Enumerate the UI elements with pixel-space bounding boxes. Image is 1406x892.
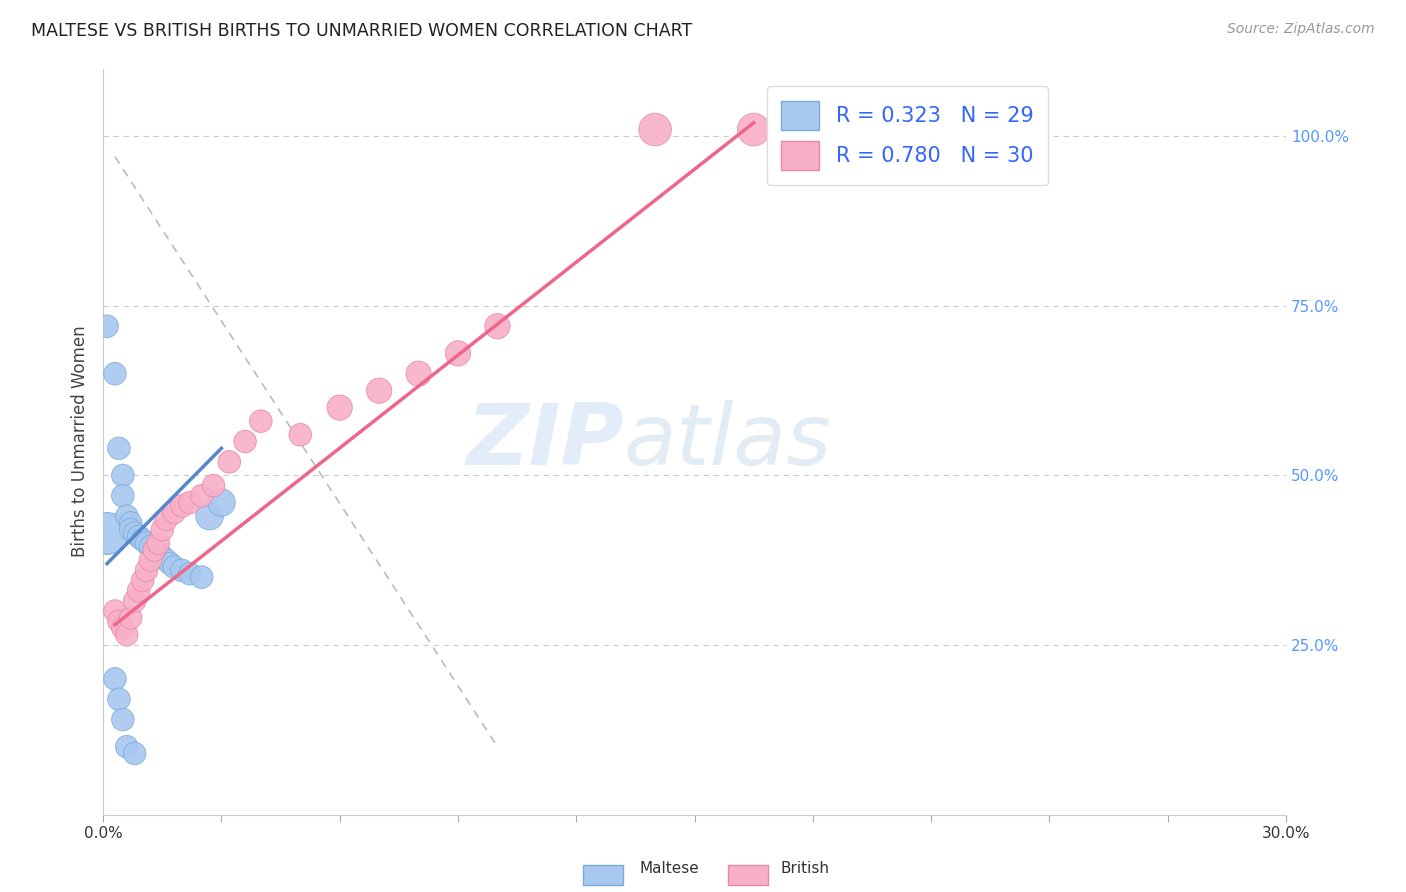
Point	[148, 546, 170, 560]
Point	[135, 536, 157, 550]
Point	[115, 739, 138, 754]
Point	[179, 566, 201, 581]
Point	[120, 523, 142, 537]
Legend: R = 0.323   N = 29, R = 0.780   N = 30: R = 0.323 N = 29, R = 0.780 N = 30	[766, 87, 1047, 185]
Point	[163, 506, 186, 520]
Point	[155, 553, 177, 567]
Point	[139, 540, 162, 554]
Point	[108, 692, 131, 706]
Point	[742, 122, 765, 136]
Point	[250, 414, 273, 428]
Text: Maltese: Maltese	[640, 861, 699, 876]
Point	[290, 427, 312, 442]
Point	[111, 468, 134, 483]
Point	[111, 713, 134, 727]
Point	[96, 319, 118, 334]
Point	[128, 583, 150, 598]
Point	[170, 499, 193, 513]
Point	[120, 516, 142, 530]
Point	[104, 672, 127, 686]
Text: Source: ZipAtlas.com: Source: ZipAtlas.com	[1227, 22, 1375, 37]
Point	[233, 434, 256, 449]
Point	[150, 523, 173, 537]
Point	[163, 560, 186, 574]
Point	[218, 455, 240, 469]
Text: MALTESE VS BRITISH BIRTHS TO UNMARRIED WOMEN CORRELATION CHART: MALTESE VS BRITISH BIRTHS TO UNMARRIED W…	[31, 22, 692, 40]
Point	[202, 478, 225, 492]
Point	[143, 543, 166, 558]
Y-axis label: Births to Unmarried Women: Births to Unmarried Women	[72, 326, 89, 558]
Point	[408, 367, 430, 381]
Point	[111, 621, 134, 635]
Point	[120, 611, 142, 625]
Point	[104, 604, 127, 618]
Point	[111, 489, 134, 503]
Point	[124, 594, 146, 608]
Point	[143, 543, 166, 558]
Point	[96, 526, 118, 541]
Point	[159, 557, 181, 571]
Point	[131, 533, 153, 547]
Point	[644, 122, 666, 136]
Point	[115, 509, 138, 524]
Text: British: British	[780, 861, 830, 876]
Point	[190, 489, 212, 503]
Point	[124, 526, 146, 541]
Point	[124, 747, 146, 761]
Point	[131, 574, 153, 588]
Point	[135, 563, 157, 577]
Point	[155, 512, 177, 526]
Point	[368, 384, 391, 398]
Point	[128, 529, 150, 543]
Point	[190, 570, 212, 584]
Point	[329, 401, 352, 415]
Point	[139, 553, 162, 567]
Point	[179, 495, 201, 509]
Point	[198, 509, 221, 524]
Text: atlas: atlas	[624, 400, 831, 483]
Point	[486, 319, 509, 334]
Point	[108, 442, 131, 456]
Point	[148, 536, 170, 550]
Text: ZIP: ZIP	[465, 400, 624, 483]
Point	[108, 614, 131, 628]
Point	[150, 549, 173, 564]
Point	[209, 495, 232, 509]
Point	[170, 563, 193, 577]
Point	[115, 628, 138, 642]
Point	[447, 346, 470, 360]
Point	[104, 367, 127, 381]
